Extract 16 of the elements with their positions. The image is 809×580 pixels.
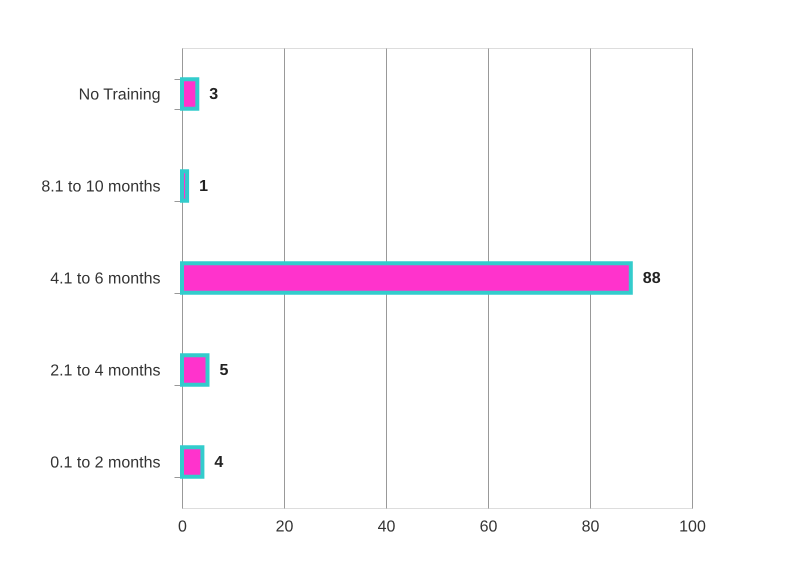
data-label: 5: [220, 362, 228, 379]
y-tick-label: 2.1 to 4 months: [50, 362, 160, 380]
data-label: 4: [214, 454, 224, 471]
y-tick-label: 4.1 to 6 months: [50, 270, 160, 288]
x-tick-label: 40: [378, 518, 396, 536]
x-tick-label: 0: [178, 518, 188, 536]
y-tick-label: No Training: [78, 86, 160, 104]
x-tick-label: 80: [582, 518, 600, 536]
data-label: 3: [209, 86, 218, 103]
data-label: 1: [199, 178, 208, 195]
data-label: 88: [642, 270, 661, 287]
x-tick-label: 20: [276, 518, 294, 536]
x-tick-label: 100: [679, 518, 706, 536]
y-tick-label: 0.1 to 2 months: [50, 454, 160, 472]
y-tick-label: 8.1 to 10 months: [41, 178, 160, 196]
x-tick-label: 60: [480, 518, 498, 536]
